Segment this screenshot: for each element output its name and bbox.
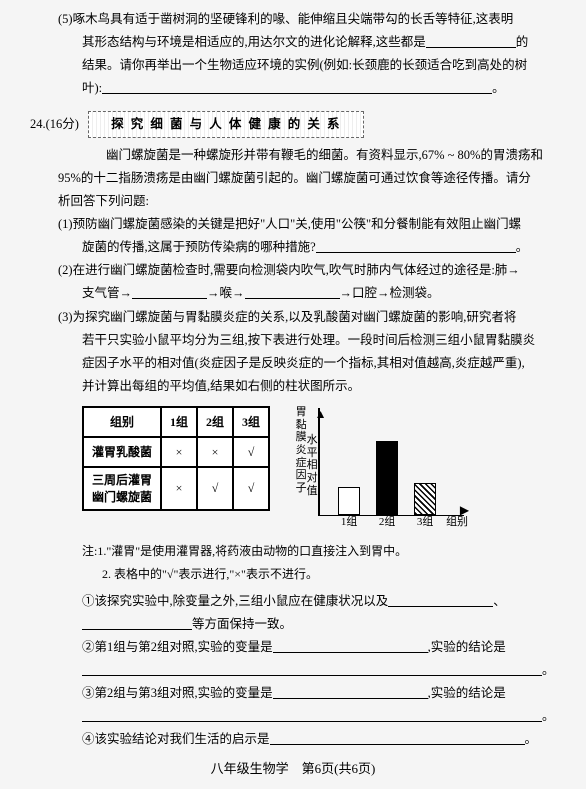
t: ②第1组与第2组对照,实验的变量是: [82, 640, 273, 654]
q24-p1b: 旋菌的传播,这属于预防传染病的哪种措施? 。: [30, 236, 568, 259]
blank[interactable]: [426, 34, 516, 48]
t: 结果。请你再举出一个生物适应环境的实例(例如:长颈鹿的长颈适合吃到高处的树: [82, 58, 527, 72]
bar-chart: 胃黏膜炎症因子 水平相对值 ▲ ▶ 组别 1组2组3组: [288, 406, 468, 534]
y-axis-label2: 水平相对值: [306, 434, 318, 497]
table-row: 组别 1组 2组 3组: [83, 407, 269, 437]
t: 旋菌的传播,这属于预防传染病的哪种措施?: [82, 240, 316, 254]
q24-p3d: 并计算出每组的平均值,结果如右侧的柱状图所示。: [30, 375, 568, 398]
td: ×: [197, 437, 233, 467]
blank[interactable]: [102, 81, 492, 95]
t: 、: [493, 594, 506, 608]
bar-label: 3组: [412, 512, 438, 532]
td: √: [233, 437, 269, 467]
t: 。: [516, 240, 529, 254]
q5-line3: 结果。请你再举出一个生物适应环境的实例(例如:长颈鹿的长颈适合吃到高处的树: [30, 54, 568, 77]
table-row: 三周后灌胃幽门螺旋菌 × √ √: [83, 467, 269, 509]
t: →口腔→检测袋。: [340, 286, 440, 300]
q24-intro1: 幽门螺旋菌是一种螺旋形并带有鞭毛的细菌。有资料显示,67% ~ 80%的胃溃疡和: [30, 144, 568, 167]
t: ,实验的结论是: [428, 640, 506, 654]
sub2: ②第1组与第2组对照,实验的变量是 ,实验的结论是: [30, 636, 568, 659]
blank[interactable]: [270, 732, 525, 746]
sub1b: 等方面保持一致。: [30, 613, 568, 636]
q24-intro2: 95%的十二指肠溃疡是由幽门螺旋菌引起的。幽门螺旋菌可通过饮食等途径传播。请分: [30, 167, 568, 190]
t: 。: [542, 709, 555, 723]
th: 组别: [83, 407, 161, 437]
experiment-table: 组别 1组 2组 3组 灌胃乳酸菌 × × √ 三周后灌胃幽门螺旋菌 × √ √: [82, 406, 270, 511]
sub1: ①该探究实验中,除变量之外,三组小鼠应在健康状况以及 、: [30, 590, 568, 613]
blank[interactable]: [132, 286, 207, 300]
note1: 注:1."灌胃"是使用灌胃器,将药液由动物的口直接注入到胃中。: [82, 540, 568, 563]
q24-intro3: 析回答下列问题:: [30, 190, 568, 213]
q24-p1a: (1)预防幽门螺旋菌感染的关键是把好"人口"关,使用"公筷"和分餐制能有效阻止幽…: [30, 213, 568, 236]
t: 支气管→: [82, 286, 132, 300]
sub2b: 。: [30, 659, 568, 682]
blank[interactable]: [245, 286, 340, 300]
td: √: [233, 467, 269, 509]
q24-p3a: (3)为探究幽门螺旋菌与胃黏膜炎症的关系,以及乳酸菌对幽门螺旋菌的影响,研究者将: [30, 306, 568, 329]
blank[interactable]: [316, 239, 516, 253]
th: 1组: [161, 407, 197, 437]
t: ③第2组与第3组对照,实验的变量是: [82, 686, 273, 700]
t: 。: [525, 732, 538, 746]
q5-line4: 叶): 。: [30, 77, 568, 100]
t: 叶):: [82, 81, 102, 95]
q5-line1: (5)啄木鸟具有适于凿树洞的坚硬锋利的喙、能伸缩且尖端带勾的长舌等特征,这表明: [30, 8, 568, 31]
table-row: 灌胃乳酸菌 × × √: [83, 437, 269, 467]
t: 的: [516, 35, 529, 49]
q24-header: 24.(16分) 探 究 细 菌 与 人 体 健 康 的 关 系: [30, 111, 568, 138]
td: ×: [161, 467, 197, 509]
t: →喉→: [207, 286, 245, 300]
bar-label: 2组: [374, 512, 400, 532]
th: 2组: [197, 407, 233, 437]
bar-label: 1组: [336, 512, 362, 532]
t: 其形态结构与环境是相适应的,用达尔文的进化论解释,这些都是: [82, 35, 426, 49]
page-footer: 八年级生物学 第6页(共6页): [0, 757, 586, 781]
q24-number: 24.(16分): [30, 117, 79, 131]
t: 三周后灌胃: [92, 473, 152, 487]
q5-line2: 其形态结构与环境是相适应的,用达尔文的进化论解释,这些都是 的: [30, 31, 568, 54]
sub4: ④该实验结论对我们生活的启示是 。: [30, 728, 568, 751]
blank[interactable]: [273, 639, 428, 653]
t: ④该实验结论对我们生活的启示是: [82, 732, 270, 746]
blank[interactable]: [388, 593, 493, 607]
note2: 2. 表格中的"√"表示进行,"×"表示不进行。: [102, 563, 568, 586]
blank[interactable]: [82, 662, 542, 676]
t: 等方面保持一致。: [192, 617, 292, 631]
t: 。: [542, 663, 555, 677]
x-axis-label: 组别: [446, 512, 468, 532]
th: 3组: [233, 407, 269, 437]
t: ,实验的结论是: [428, 686, 506, 700]
arrow-up-icon: ▲: [315, 403, 327, 425]
t: ①该探究实验中,除变量之外,三组小鼠应在健康状况以及: [82, 594, 388, 608]
q24-p2b: 支气管→ →喉→ →口腔→检测袋。: [30, 282, 568, 305]
t: 幽门螺旋菌: [92, 490, 152, 504]
blank[interactable]: [82, 616, 192, 630]
bar-2: [376, 441, 398, 515]
q5-text: (5)啄木鸟具有适于凿树洞的坚硬锋利的喙、能伸缩且尖端带勾的长舌等特征,这表明: [58, 12, 513, 26]
table-chart-row: 组别 1组 2组 3组 灌胃乳酸菌 × × √ 三周后灌胃幽门螺旋菌 × √ √…: [82, 406, 568, 534]
td: √: [197, 467, 233, 509]
blank[interactable]: [273, 685, 428, 699]
q24-p3c: 症因子水平的相对值(炎症因子是反映炎症的一个指标,其相对值越高,炎症越严重),: [30, 352, 568, 375]
sub3b: 。: [30, 705, 568, 728]
q24-title: 探 究 细 菌 与 人 体 健 康 的 关 系: [88, 111, 364, 138]
t: 。: [492, 81, 505, 95]
th: 三周后灌胃幽门螺旋菌: [83, 467, 161, 509]
sub3: ③第2组与第3组对照,实验的变量是 ,实验的结论是: [30, 682, 568, 705]
q24-p3b: 若干只实验小鼠平均分为三组,按下表进行处理。一段时间后检测三组小鼠胃黏膜炎: [30, 329, 568, 352]
th: 灌胃乳酸菌: [83, 437, 161, 467]
q24-p2a: (2)在进行幽门螺旋菌检查时,需要向检测袋内吹气,吹气时肺内气体经过的途径是:肺…: [30, 259, 568, 282]
bar-3: [414, 483, 436, 515]
td: ×: [161, 437, 197, 467]
blank[interactable]: [82, 708, 542, 722]
